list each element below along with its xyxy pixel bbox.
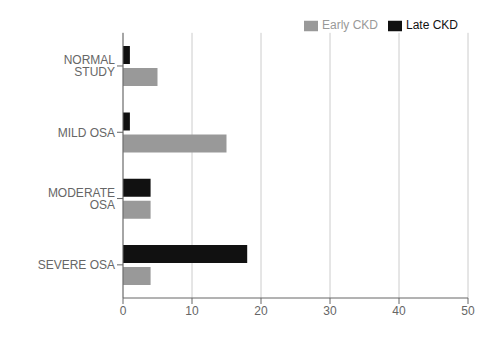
svg-text:20: 20 bbox=[254, 304, 268, 318]
svg-text:NORMALSTUDY: NORMALSTUDY bbox=[64, 53, 116, 79]
svg-text:50: 50 bbox=[461, 304, 475, 318]
svg-text:0: 0 bbox=[120, 304, 127, 318]
html-text:Late CKD: Late CKD bbox=[406, 18, 458, 32]
svg-text:MILD OSA: MILD OSA bbox=[58, 126, 115, 140]
svg-text:30: 30 bbox=[323, 304, 337, 318]
html-text:Early CKD: Early CKD bbox=[322, 18, 378, 32]
svg-text:SEVERE OSA: SEVERE OSA bbox=[38, 258, 115, 272]
svg-text:MODERATEOSA: MODERATEOSA bbox=[48, 186, 115, 212]
svg-text:40: 40 bbox=[392, 304, 406, 318]
svg-text:10: 10 bbox=[185, 304, 199, 318]
